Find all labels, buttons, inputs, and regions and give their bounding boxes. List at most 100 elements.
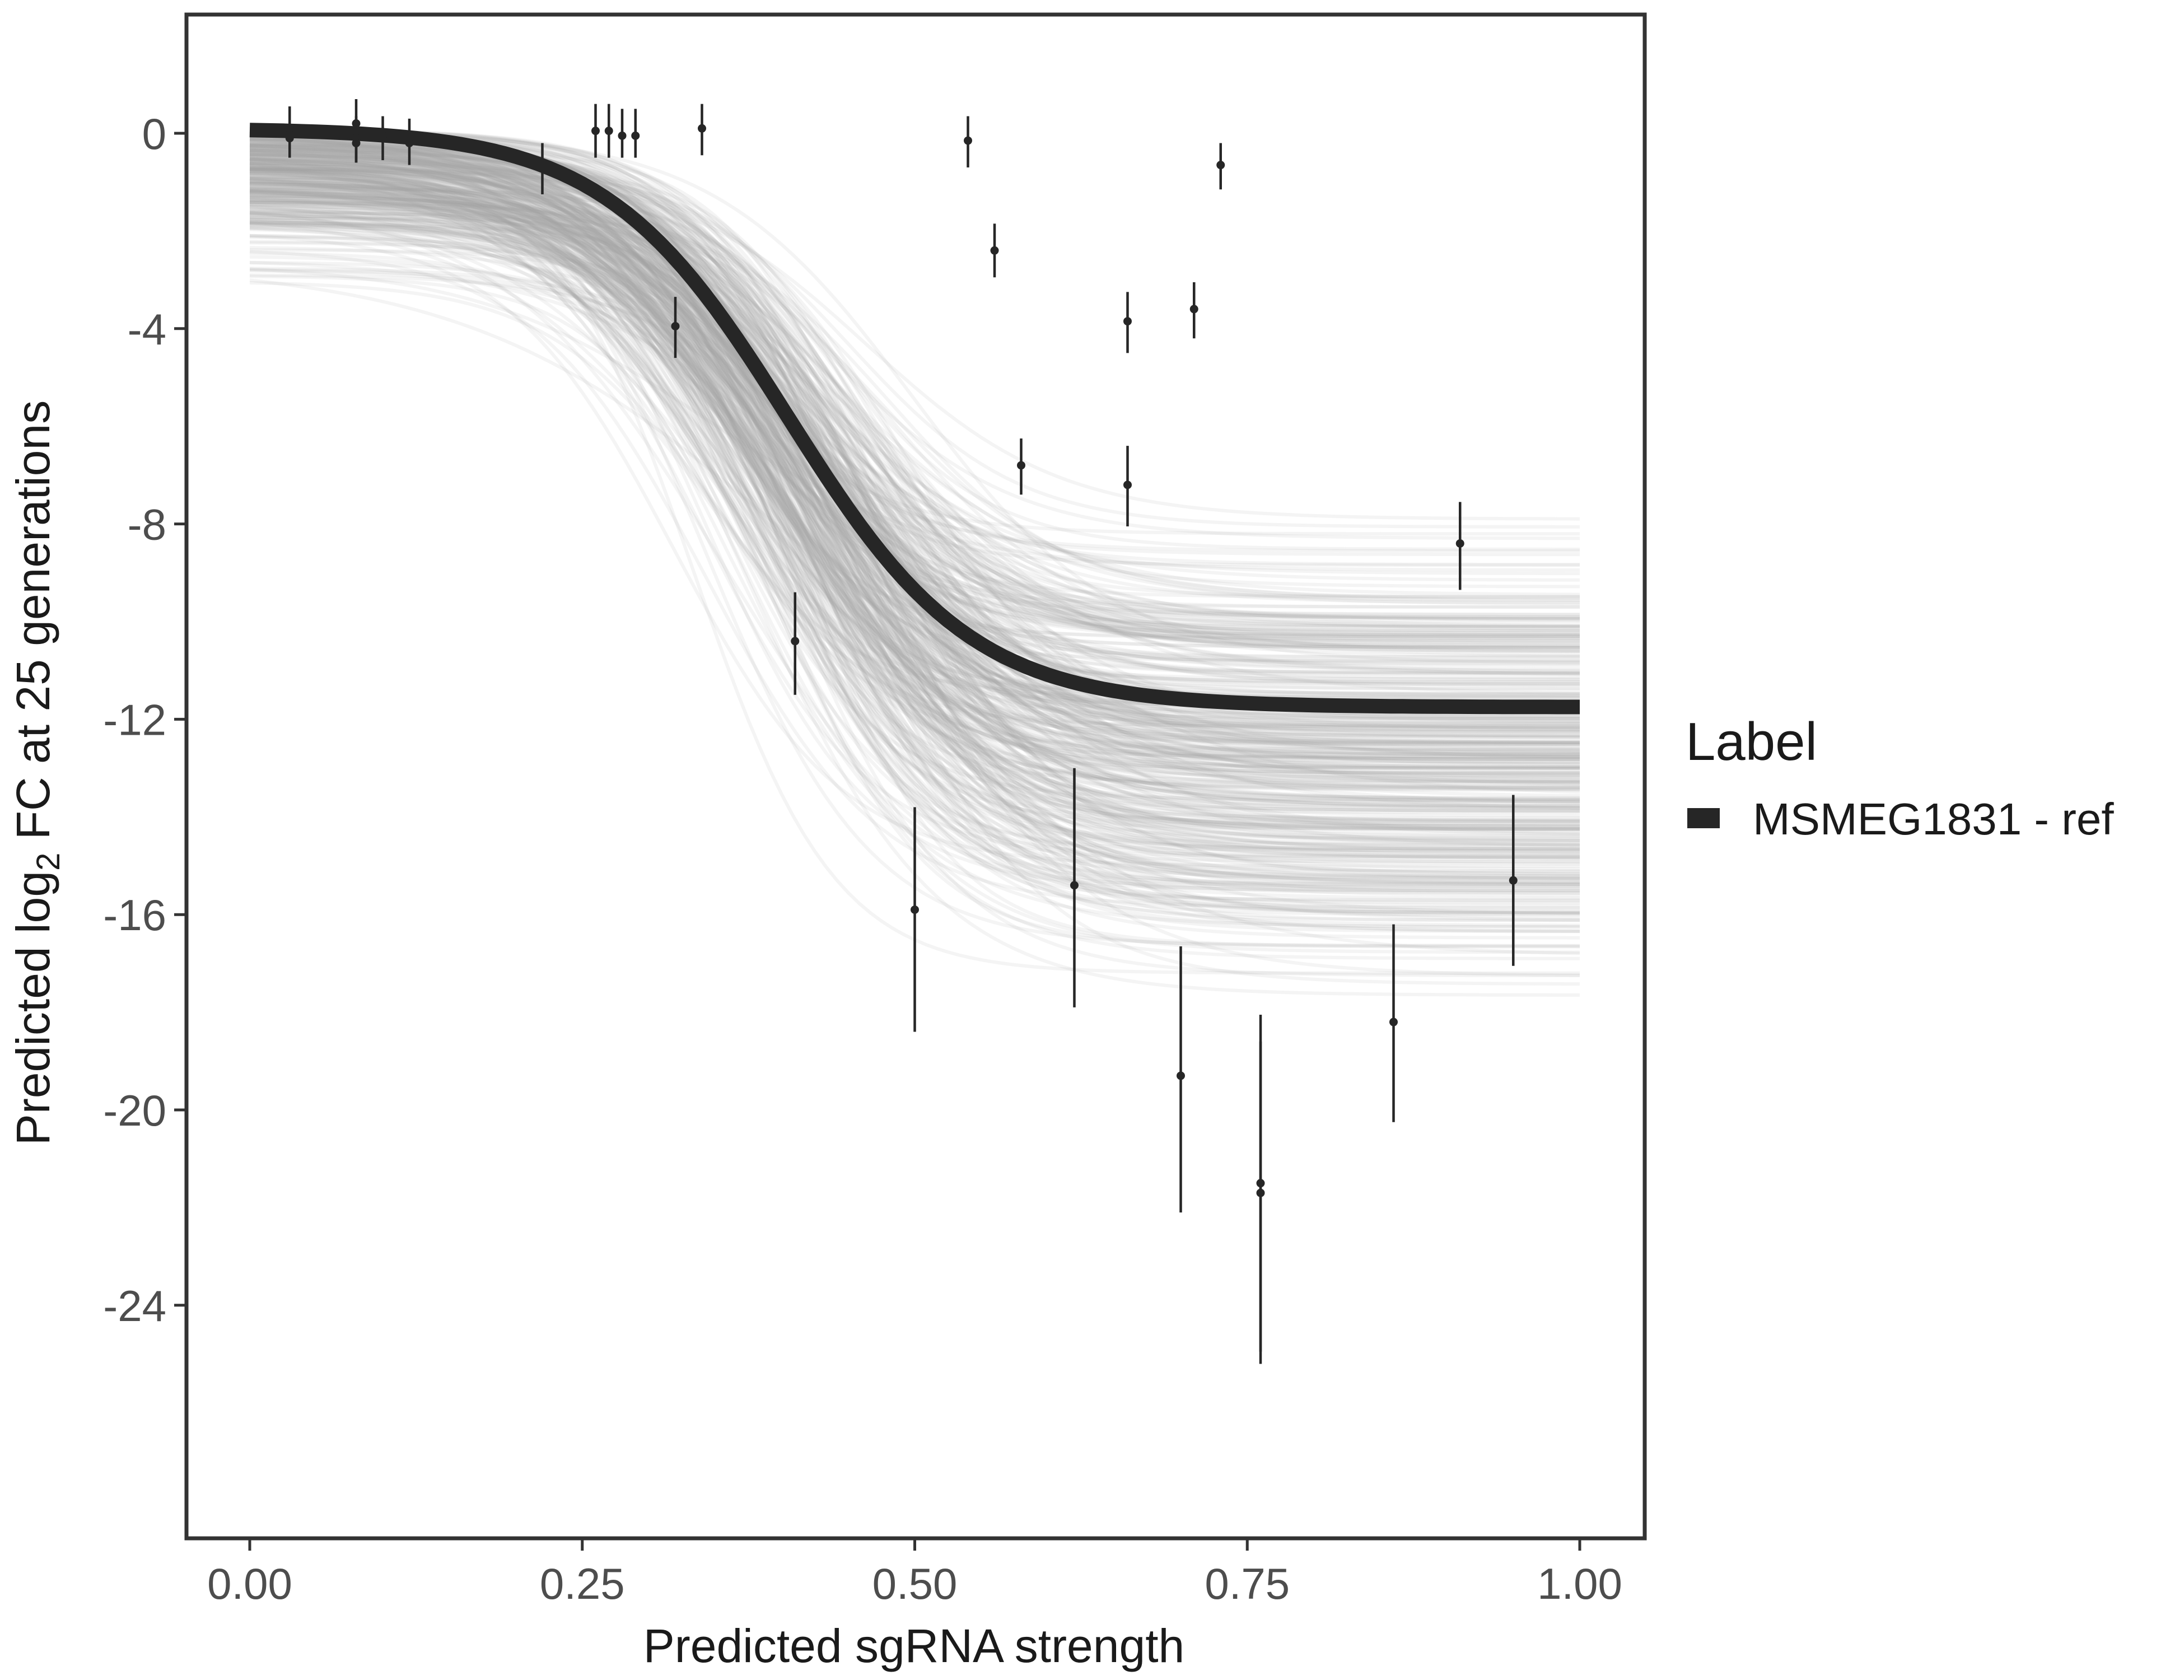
posterior-draw-line: [249, 164, 1580, 769]
y-axis-title-prefix: Predicted log: [7, 871, 59, 1145]
posterior-draw-line: [249, 153, 1580, 768]
point-marker: [698, 124, 706, 133]
posterior-draw-line: [249, 148, 1580, 783]
point-marker: [911, 905, 919, 914]
posterior-draw-line: [249, 241, 1580, 629]
posterior-draw-line: [249, 127, 1580, 686]
posterior-draw-line: [250, 166, 1580, 643]
posterior-draw-line: [249, 227, 1580, 919]
posterior-draw-line: [249, 180, 1580, 734]
posterior-draw-line: [249, 226, 1580, 846]
legend-label: MSMEG1831 - ref: [1753, 794, 2114, 844]
posterior-draw-line: [250, 155, 1580, 889]
posterior-draw-line: [249, 189, 1580, 922]
posterior-draw-line: [249, 165, 1580, 589]
posterior-draw-line: [249, 143, 1580, 859]
posterior-draw-line: [249, 200, 1580, 603]
y-axis-ticks: 0 -4 -8 -12 -16 -20 -24: [103, 109, 185, 1331]
posterior-draw-line: [249, 192, 1580, 790]
posterior-draw-line: [249, 234, 1580, 770]
point-marker: [1216, 161, 1225, 170]
posterior-draw-line: [249, 157, 1580, 761]
posterior-draw-line: [249, 190, 1580, 699]
posterior-draw-line: [249, 170, 1580, 731]
posterior-draw-line: [249, 128, 1580, 842]
posterior-draw-line: [249, 180, 1580, 801]
posterior-draw-line: [249, 149, 1580, 653]
point-marker: [1177, 1071, 1185, 1080]
posterior-draw-line: [249, 135, 1580, 576]
posterior-draw-line: [249, 183, 1580, 929]
posterior-draw-line: [249, 165, 1580, 754]
posterior-draw-line: [249, 204, 1580, 770]
posterior-draw-line: [249, 170, 1580, 800]
posterior-draw-line: [250, 130, 1580, 830]
posterior-draw-line: [249, 143, 1580, 540]
posterior-draw-line: [249, 189, 1580, 885]
posterior-draw-line: [249, 194, 1580, 986]
posterior-draw-line: [249, 144, 1580, 628]
posterior-draw-line: [249, 150, 1580, 810]
posterior-draw-line: [249, 221, 1580, 643]
data-point: [591, 104, 600, 158]
posterior-draw-line: [250, 186, 1580, 620]
posterior-draw-line: [249, 161, 1580, 785]
posterior-draw-line: [249, 184, 1580, 716]
posterior-draw-line: [249, 203, 1580, 759]
posterior-draw-line: [250, 216, 1580, 632]
posterior-draw-line: [249, 216, 1580, 759]
data-point: [1177, 946, 1185, 1213]
posterior-draw-line: [249, 142, 1580, 746]
x-tick-label: 0.50: [872, 1559, 958, 1608]
posterior-draw-line: [249, 200, 1580, 566]
posterior-draw-line: [249, 161, 1580, 762]
y-axis-title: Predicted log2 FC at 25 generations: [7, 400, 67, 1145]
posterior-draw-line: [249, 145, 1580, 807]
point-marker: [1509, 876, 1518, 885]
x-tick-label: 0.25: [540, 1559, 625, 1608]
point-marker: [1256, 1179, 1265, 1188]
point-marker: [379, 131, 387, 140]
point-marker: [631, 131, 640, 140]
x-axis-ticks: 0.00 0.25 0.50 0.75 1.00: [207, 1540, 1622, 1608]
posterior-draw-line: [249, 281, 1580, 752]
posterior-draw-line: [249, 147, 1580, 811]
posterior-draw-line: [249, 166, 1580, 934]
posterior-draw-line: [249, 130, 1580, 624]
posterior-draw-line: [249, 189, 1580, 769]
posterior-draw-line: [250, 223, 1580, 922]
posterior-draw-line: [249, 192, 1580, 652]
posterior-draw-line: [249, 143, 1580, 794]
posterior-draw-line: [249, 128, 1580, 890]
posterior-draw-line: [249, 146, 1580, 759]
posterior-draw-line: [249, 138, 1580, 691]
posterior-draw-line: [249, 216, 1580, 780]
posterior-draw-line: [249, 149, 1580, 800]
posterior-draw-line: [249, 156, 1580, 695]
posterior-draw-line: [249, 184, 1580, 637]
posterior-draw-line: [249, 130, 1580, 557]
posterior-draw-line: [249, 141, 1580, 647]
point-marker: [1455, 539, 1464, 548]
posterior-draw-line: [249, 161, 1580, 721]
posterior-draw-line: [249, 198, 1580, 755]
posterior-draw-line: [250, 212, 1580, 733]
posterior-draw-line: [250, 203, 1580, 619]
posterior-draw-line: [249, 199, 1580, 647]
data-point: [1509, 795, 1518, 966]
posterior-draw-line: [249, 190, 1580, 718]
posterior-draw-line: [249, 226, 1580, 650]
data-point: [990, 223, 999, 278]
point-marker: [1123, 480, 1132, 489]
posterior-draw-line: [249, 179, 1580, 851]
posterior-draw-line: [249, 194, 1580, 620]
posterior-draw-line: [249, 190, 1580, 813]
posterior-draw-line: [249, 174, 1580, 653]
posterior-draw-line: [249, 168, 1580, 679]
point-marker: [352, 138, 361, 147]
posterior-draw-line: [249, 161, 1580, 778]
posterior-draw-line: [249, 145, 1580, 977]
data-point: [618, 109, 627, 158]
point-marker: [791, 637, 800, 646]
posterior-draw-line: [249, 176, 1580, 698]
